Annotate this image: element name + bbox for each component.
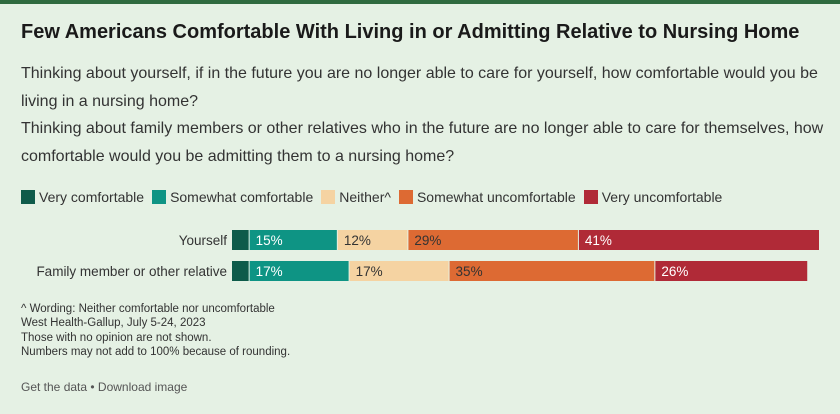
- legend-item-very-uncomfortable: Very uncomfortable: [583, 189, 723, 205]
- note-source: West Health-Gallup, July 5-24, 2023: [21, 317, 206, 330]
- stacked-bar-chart: Yourself 15% 12% 29% 41% Family member or oth…: [36, 230, 819, 281]
- bar-segment: [337, 230, 408, 250]
- bar-segment: [232, 261, 249, 281]
- legend-swatch: [21, 190, 35, 204]
- legend-swatch: [152, 190, 167, 204]
- legend: Very comfortable Somewhat comfortable Ne…: [21, 189, 730, 205]
- chart-subtitle: Thinking about yourself, if in the futur…: [21, 60, 826, 170]
- legend-item-somewhat-comfortable: Somewhat comfortable: [152, 189, 313, 205]
- legend-label: Somewhat comfortable: [170, 189, 314, 205]
- bar-segment: [232, 230, 249, 250]
- legend-label: Somewhat uncomfortable: [416, 189, 576, 205]
- data-label: 26%: [661, 264, 688, 279]
- note-no-opinion: Those with no opinion are not shown.: [21, 331, 212, 344]
- data-label: 17%: [356, 264, 383, 279]
- legend-swatch: [321, 190, 336, 204]
- legend-swatch: [583, 190, 598, 204]
- legend-item-neither: Neither^: [321, 189, 391, 205]
- bar-segment: [655, 261, 808, 281]
- bar-segment: [249, 261, 349, 281]
- download-image-link[interactable]: Download image: [97, 380, 188, 394]
- legend-item-very-comfortable: Very comfortable: [21, 189, 144, 205]
- chart-title: Few Americans Comfortable With Living in…: [21, 21, 800, 43]
- data-label: 17%: [256, 264, 283, 279]
- bar-segment: [349, 261, 449, 281]
- chart-notes: ^ Wording: Neither comfortable nor uncom…: [21, 302, 290, 359]
- note-wording: ^ Wording: Neither comfortable nor uncom…: [21, 303, 275, 315]
- data-label: 29%: [414, 233, 441, 248]
- legend-label: Very comfortable: [39, 189, 145, 205]
- bar-segment: [408, 230, 578, 250]
- note-rounding: Numbers may not add to 100% because of r…: [21, 345, 291, 358]
- data-label: 12%: [344, 233, 371, 248]
- footer: Get the data • Download image: [21, 380, 187, 394]
- legend-label: Neither^: [339, 189, 391, 205]
- category-label: Yourself: [179, 233, 228, 248]
- bar-segment: [449, 261, 655, 281]
- data-label: 35%: [456, 264, 483, 279]
- bar-segment: [578, 230, 819, 250]
- get-data-link[interactable]: Get the data: [21, 380, 88, 394]
- legend-item-somewhat-uncomfortable: Somewhat uncomfortable: [398, 189, 576, 205]
- legend-label: Very uncomfortable: [601, 189, 723, 205]
- top-accent-line: [0, 0, 840, 4]
- data-label: 15%: [256, 233, 283, 248]
- legend-swatch: [398, 190, 413, 204]
- footer-separator: •: [87, 380, 98, 394]
- bar-segment: [249, 230, 337, 250]
- question-relative: Thinking about family members or other r…: [21, 120, 824, 165]
- question-yourself: Thinking about yourself, if in the futur…: [21, 65, 818, 110]
- category-label: Family member or other relative: [36, 264, 227, 279]
- data-label: 41%: [585, 233, 612, 248]
